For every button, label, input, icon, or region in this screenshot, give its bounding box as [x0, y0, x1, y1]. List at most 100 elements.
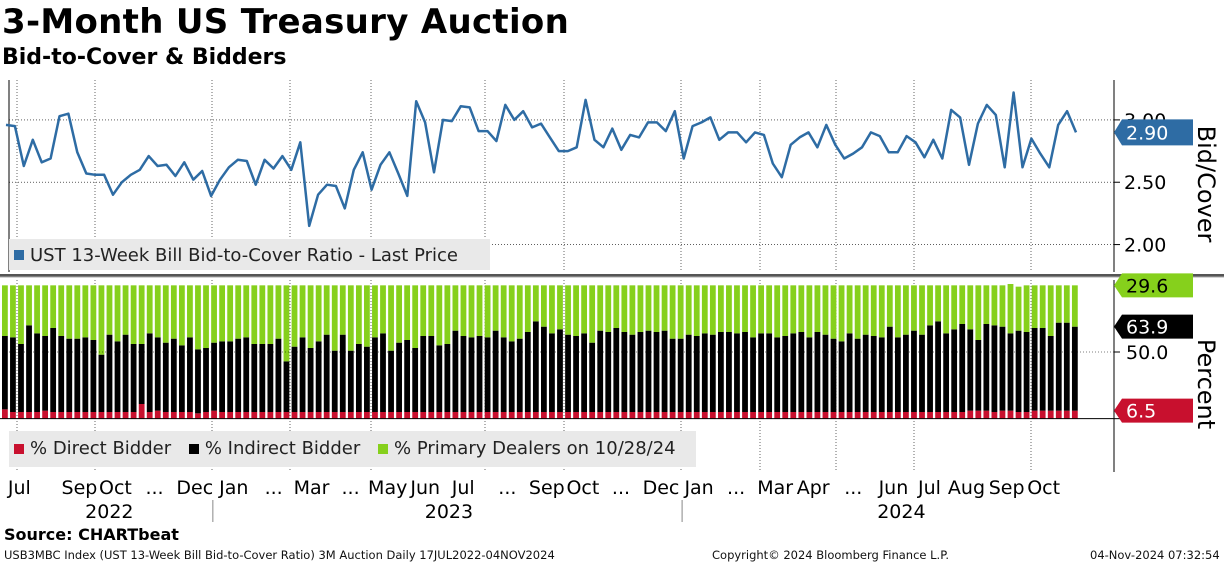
direct-bar [717, 412, 724, 419]
primary-bar [581, 285, 588, 334]
primary-bar [211, 285, 217, 343]
primary-bar [299, 285, 306, 338]
x-month-label: Oct [99, 477, 132, 499]
indirect-bar [66, 338, 73, 412]
primary-bar [734, 285, 740, 334]
primary-bar [798, 285, 805, 332]
primary-bar [653, 285, 660, 332]
indirect-bar [235, 338, 242, 412]
chart-subtitle: Bid-to-Cover & Bidders [2, 45, 287, 70]
direct-bar [74, 412, 81, 419]
primary-bar [886, 285, 893, 327]
primary-bar [98, 285, 105, 355]
primary-bar [516, 285, 523, 339]
primary-bar [388, 285, 394, 351]
x-month-label: Jun [409, 477, 440, 499]
indirect-bar [460, 336, 467, 412]
primary-bar [347, 285, 354, 351]
primary-bar [894, 285, 901, 338]
x-month-label: Jul [451, 477, 475, 499]
indirect-bar [838, 341, 845, 412]
indirect-bar [243, 337, 250, 412]
indirect-last-value-tag [1114, 314, 1193, 339]
direct-bar [452, 412, 459, 419]
indirect-bar [476, 336, 483, 412]
primary-bar [178, 285, 185, 346]
x-month-label: Jan [218, 477, 248, 499]
direct-bar [903, 412, 909, 419]
direct-bar [299, 412, 306, 419]
direct-bar [629, 412, 636, 419]
indirect-bar [621, 332, 628, 412]
primary-bar [315, 285, 322, 342]
primary-bar [106, 285, 113, 335]
direct-bar [1071, 410, 1078, 419]
direct-bar [98, 412, 105, 419]
indirect-bar [299, 337, 306, 412]
direct-bar [347, 412, 354, 419]
direct-bar [219, 412, 226, 419]
direct-bar [203, 412, 209, 419]
direct-bar [685, 412, 692, 419]
indirect-bar [742, 332, 748, 412]
x-month-label: ... [265, 477, 283, 499]
direct-bar [653, 412, 660, 419]
primary-bar [878, 285, 885, 338]
indirect-bar [259, 344, 266, 412]
line-legend-label: UST 13-Week Bill Bid-to-Cover Ratio - La… [30, 244, 458, 266]
indirect-bar [862, 334, 869, 412]
direct-bar [355, 412, 362, 419]
direct-bar [460, 412, 467, 419]
indirect-bar [1055, 322, 1062, 411]
line-legend-swatch [14, 250, 24, 260]
indirect-bar [894, 337, 901, 412]
primary-bar [170, 285, 177, 339]
direct-bar [726, 412, 732, 419]
primary-bar [195, 285, 201, 350]
indirect-bar [195, 349, 201, 414]
direct-bar [396, 412, 402, 419]
direct-bar [557, 412, 563, 419]
primary-bar [74, 285, 81, 339]
direct-bar [709, 412, 716, 419]
primary-bar [90, 285, 97, 340]
direct-bar [315, 412, 322, 419]
indirect-bar [444, 344, 451, 412]
x-month-label: ... [844, 477, 862, 499]
direct-bar [106, 412, 113, 419]
direct-bar [154, 410, 161, 419]
x-month-label: Jul [7, 477, 31, 499]
indirect-bar [146, 333, 153, 412]
indirect-bar [267, 344, 274, 412]
x-month-label: Sep [989, 477, 1025, 499]
primary-bar [355, 285, 362, 344]
indirect-bar [549, 333, 555, 412]
indirect-bar [878, 337, 885, 412]
indirect-bar [669, 338, 676, 412]
primary-last-value-tag [1114, 273, 1193, 298]
primary-bar [468, 285, 475, 338]
direct-bar [927, 412, 933, 419]
x-month-label: Dec [643, 477, 680, 499]
primary-bar [364, 285, 370, 347]
indirect-bar [798, 332, 805, 412]
indirect-bar [468, 337, 475, 412]
direct-bar [911, 412, 917, 419]
indirect-bar [951, 329, 958, 412]
direct-bar [138, 404, 145, 419]
direct-bar [146, 412, 153, 419]
primary-bar [50, 285, 57, 328]
indirect-bar [331, 350, 338, 412]
indirect-bar [412, 348, 419, 412]
indirect-bar [653, 332, 660, 412]
source-note: Source: CHARTbeat [4, 525, 179, 544]
primary-bar [372, 285, 378, 338]
direct-bar [10, 412, 16, 419]
indirect-bar [637, 332, 644, 412]
direct-bar [774, 412, 781, 419]
primary-bar [661, 285, 668, 331]
indirect-bar [717, 332, 724, 412]
indirect-bar [1015, 330, 1022, 412]
primary-bar [1071, 285, 1078, 327]
